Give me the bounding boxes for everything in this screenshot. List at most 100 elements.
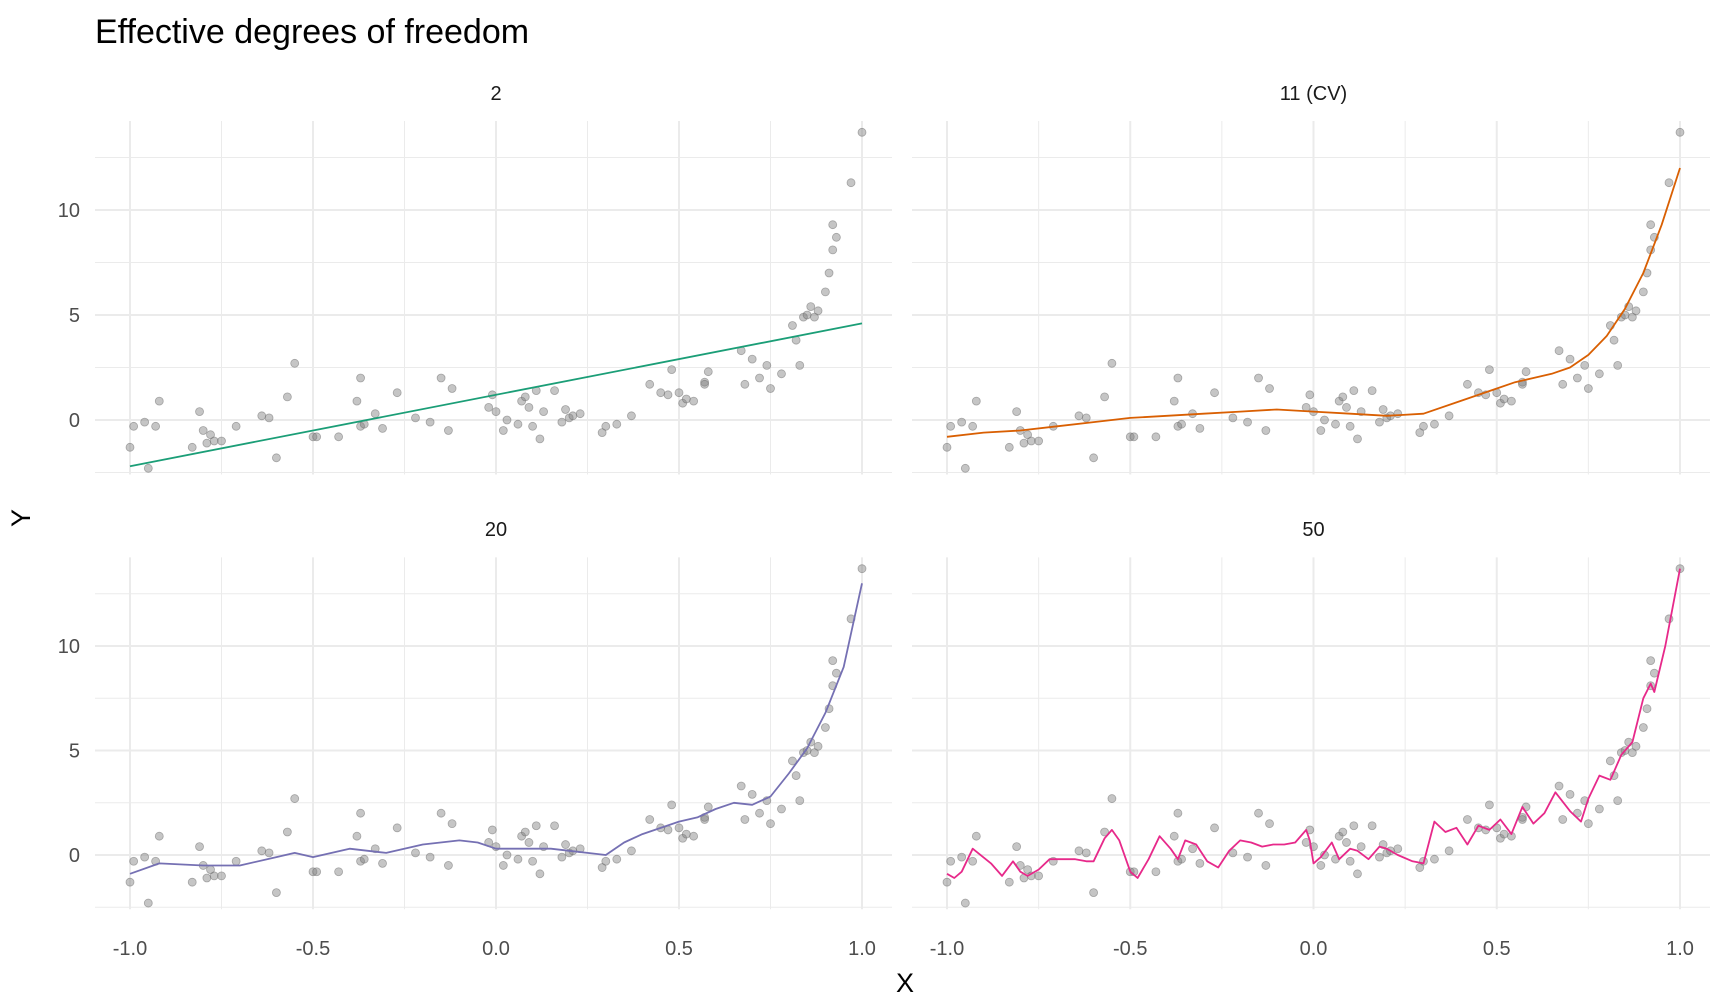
data-point (788, 756, 797, 766)
fitted-line (946, 167, 1681, 438)
data-point (1265, 384, 1274, 393)
x-tick-label: -1.0 (113, 938, 147, 960)
data-point (1367, 821, 1377, 831)
data-point (667, 365, 677, 375)
data-point (813, 741, 823, 751)
data-point (957, 417, 967, 427)
data-point (736, 781, 746, 791)
data-point (612, 419, 622, 429)
data-point (1463, 815, 1472, 824)
data-point (747, 789, 757, 799)
data-point (612, 854, 622, 864)
data-point (487, 825, 497, 835)
data-point (971, 396, 981, 406)
data-point (498, 861, 508, 870)
data-point (766, 819, 775, 829)
data-point (520, 827, 530, 837)
data-point (700, 377, 710, 387)
data-point (411, 413, 420, 423)
data-point (700, 815, 710, 824)
data-point (1019, 438, 1029, 448)
data-point (1572, 373, 1582, 383)
data-point (1254, 373, 1263, 383)
data-point (1316, 426, 1326, 435)
data-point (271, 888, 281, 898)
panel-grid (912, 121, 1710, 475)
data-point (1012, 842, 1022, 852)
data-point (436, 373, 446, 383)
data-point (502, 415, 512, 425)
data-point (1074, 411, 1084, 421)
data-point (802, 310, 812, 320)
data-point (290, 794, 300, 803)
data-point (971, 831, 981, 841)
data-point (1169, 396, 1179, 406)
data-point (1261, 426, 1271, 435)
data-point (1554, 346, 1564, 356)
data-point (1613, 360, 1623, 370)
data-point (1081, 413, 1091, 423)
facet-panel-2: 11 (CV) (912, 83, 1710, 475)
x-tick-label: -1.0 (930, 938, 964, 960)
data-point (777, 804, 786, 814)
facet-strip-label: 11 (CV) (1280, 83, 1347, 105)
data-point (271, 453, 281, 463)
data-point (1430, 854, 1439, 864)
data-point (1605, 756, 1615, 766)
data-point (1353, 434, 1362, 444)
facet-panel-3: 20 0 5 10 -1.0 -0.5 0.0 0.5 1.0 (58, 519, 892, 960)
data-point (960, 463, 970, 473)
panel-grid (912, 557, 1710, 910)
data-point (968, 856, 978, 866)
data-point (663, 390, 673, 400)
data-point (689, 831, 699, 841)
data-point (1463, 379, 1472, 389)
data-point (1613, 796, 1623, 806)
data-point (828, 220, 838, 230)
data-point (1074, 846, 1084, 856)
data-point (1631, 741, 1641, 751)
data-point (1305, 390, 1315, 400)
data-point (352, 831, 362, 841)
data-point (1675, 127, 1685, 137)
data-point (484, 402, 494, 412)
data-point (447, 819, 457, 829)
data-point (528, 421, 537, 431)
data-point (502, 850, 512, 860)
data-point (334, 867, 344, 877)
data-point (1583, 819, 1593, 829)
data-point (1393, 409, 1403, 419)
data-point (740, 379, 750, 389)
data-point (444, 426, 453, 435)
data-point (1353, 869, 1362, 879)
x-tick-label: -0.5 (296, 938, 330, 960)
facet-strip-label: 20 (485, 519, 507, 541)
data-point (1261, 861, 1271, 870)
data-point (359, 854, 369, 864)
data-point (1177, 419, 1186, 429)
data-point (290, 358, 300, 368)
fitted-line (129, 583, 863, 875)
data-point (209, 871, 219, 881)
data-point (282, 392, 292, 402)
data-point (568, 411, 578, 421)
data-point (1646, 220, 1656, 230)
data-point (1485, 800, 1494, 810)
data-point (1012, 407, 1022, 417)
data-point (370, 409, 380, 419)
data-point (1107, 358, 1117, 368)
data-point (125, 442, 135, 452)
data-point (151, 421, 161, 431)
data-point (264, 848, 274, 858)
data-point (312, 867, 322, 877)
data-point (1558, 379, 1568, 389)
data-point (436, 808, 446, 818)
data-point (1004, 877, 1014, 887)
data-point (1316, 861, 1326, 870)
x-tick-label: 0.5 (665, 938, 693, 960)
data-point (356, 373, 365, 383)
data-point (1594, 369, 1604, 379)
data-point (264, 413, 274, 423)
